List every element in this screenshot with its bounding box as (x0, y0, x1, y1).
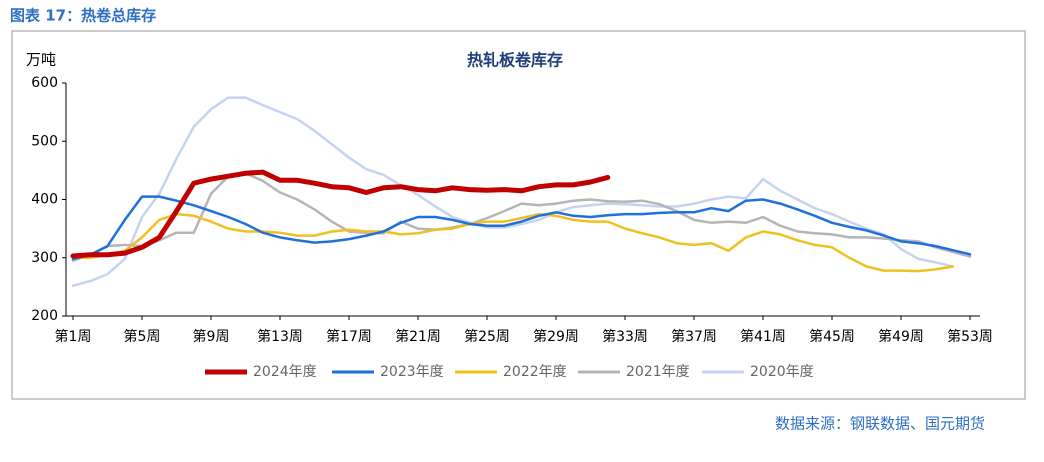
x-tick-label: 第41周 (740, 328, 786, 345)
series-line (71, 96, 955, 287)
y-axis-label: 万吨 (26, 51, 56, 69)
y-tick-label: 600 (31, 75, 58, 91)
x-tick-label: 第53周 (947, 328, 993, 345)
x-tick-label: 第21周 (395, 328, 441, 345)
legend-label: 2020年度 (750, 364, 814, 380)
chart-frame (11, 30, 1026, 400)
series-line (71, 212, 955, 273)
legend-label: 2024年度 (253, 364, 317, 380)
x-tick-label: 第13周 (257, 328, 303, 345)
source: 数据来源：钢联数据、国元期货 (775, 415, 985, 433)
y-tick-label: 500 (31, 133, 58, 149)
legend-label: 2023年度 (380, 364, 444, 380)
y-tick-label: 300 (31, 250, 58, 266)
legend-label: 2021年度 (626, 364, 690, 380)
legend-label: 2022年度 (503, 364, 567, 380)
x-tick-label: 第37周 (671, 328, 717, 345)
x-tick-label: 第45周 (809, 328, 855, 345)
x-tick-label: 第9周 (193, 328, 230, 345)
series-line (71, 172, 972, 262)
series-line (71, 195, 972, 261)
x-tick-label: 第33周 (602, 328, 648, 345)
x-tick-label: 第1周 (55, 328, 92, 345)
y-tick-label: 200 (31, 308, 58, 324)
chart-title: 热轧板卷库存 (467, 51, 563, 70)
x-tick-label: 第49周 (878, 328, 924, 345)
series-line (70, 169, 611, 259)
y-tick-label: 400 (31, 192, 58, 208)
x-tick-label: 第25周 (464, 328, 510, 345)
caption: 图表 17：热卷总库存 (10, 7, 156, 25)
x-tick-label: 第29周 (533, 328, 579, 345)
x-tick-label: 第17周 (326, 328, 372, 345)
x-tick-label: 第5周 (124, 328, 161, 345)
